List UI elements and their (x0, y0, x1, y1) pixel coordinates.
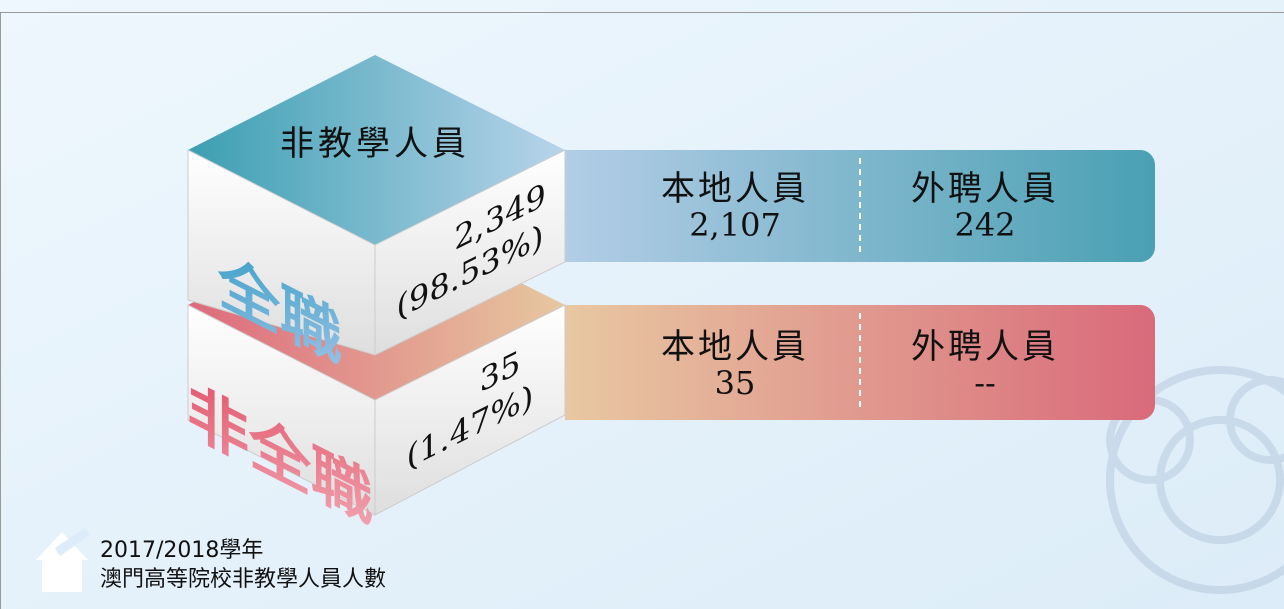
footer-year: 2017/2018學年 (100, 538, 263, 563)
local-label: 本地人員 (661, 327, 809, 367)
foreign-value: 242 (954, 206, 1015, 244)
local-value: 2,107 (689, 206, 781, 244)
footer-caption: 澳門高等院校非教學人員人數 (100, 567, 386, 592)
local-value: 35 (715, 364, 756, 402)
foreign-label: 外聘人員 (911, 327, 1059, 367)
foreign-label: 外聘人員 (911, 169, 1059, 209)
local-label: 本地人員 (661, 169, 809, 209)
infographic: 非教學人員 全職 非全職 2,349 (98.53%) 35 (1.47%) 本… (0, 0, 1284, 609)
cube-title: 非教學人員 (280, 124, 470, 164)
foreign-value: -- (974, 364, 996, 402)
